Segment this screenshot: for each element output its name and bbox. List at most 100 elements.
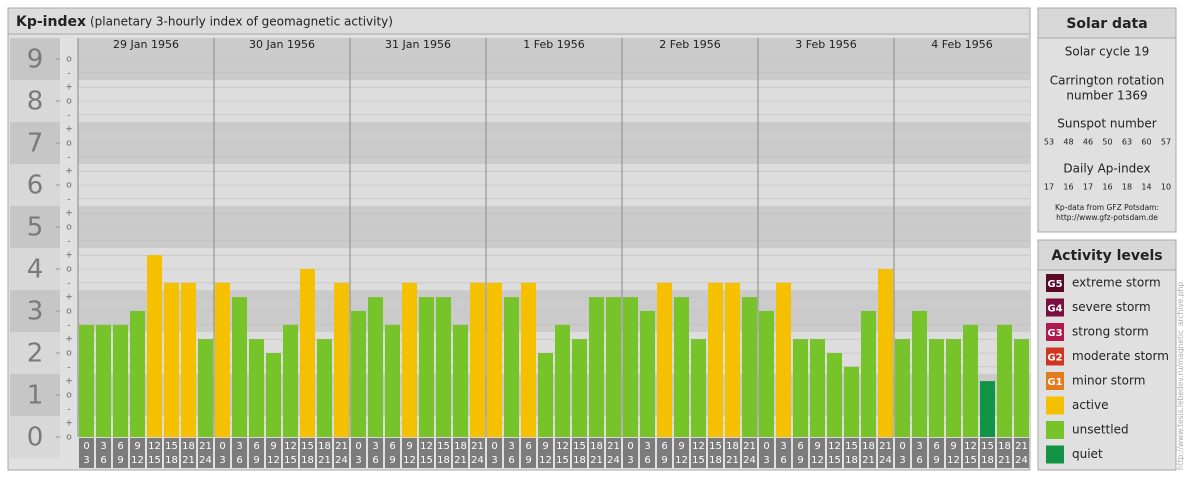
minor-tick-label: + [65, 335, 73, 345]
hour-cell [946, 438, 961, 468]
hour-cell [215, 438, 230, 468]
hour-label: 6 [661, 441, 667, 452]
bar [113, 324, 128, 437]
ap-value: 16 [1102, 183, 1112, 192]
hour-label: 18 [318, 441, 331, 452]
bar [453, 324, 468, 437]
sunspot-value: 57 [1161, 138, 1171, 147]
hour-label: 12 [148, 441, 161, 452]
hour-label: 0 [83, 441, 89, 452]
legend-swatch [1046, 445, 1064, 464]
y-label-box [10, 374, 60, 416]
hour-cell [368, 438, 383, 468]
hour-label: 3 [763, 455, 769, 466]
hour-label: 24 [607, 455, 620, 466]
hour-cell [589, 438, 604, 468]
hour-label: 18 [165, 455, 178, 466]
bar [793, 339, 808, 437]
hour-label: 12 [420, 441, 433, 452]
hour-label: 15 [845, 441, 858, 452]
y-label-box [10, 248, 60, 290]
panel-header [1037, 7, 1177, 39]
minor-tick-label: + [65, 377, 73, 387]
minor-tick-label: - [67, 152, 70, 162]
hour-label: 21 [862, 455, 875, 466]
hour-cell [130, 438, 145, 468]
bar [844, 366, 859, 437]
hour-cell [708, 438, 723, 468]
hour-label: 15 [556, 455, 569, 466]
legend-label: quiet [1072, 447, 1103, 461]
panel-title: Solar data [1066, 16, 1147, 32]
minor-tick-label: o [66, 265, 72, 275]
bar [776, 282, 791, 437]
hour-label: 6 [253, 441, 259, 452]
hour-cell [487, 438, 502, 468]
hour-cell [1014, 438, 1029, 468]
minor-tick-label: + [65, 293, 73, 303]
minor-tick-label: + [65, 167, 73, 177]
hour-label: 18 [709, 455, 722, 466]
bar [283, 324, 298, 437]
bar [232, 297, 247, 437]
carrington: Carrington rotation [1050, 74, 1164, 88]
hour-label: 3 [508, 441, 514, 452]
hour-cell [776, 438, 791, 468]
hour-label: 21 [471, 441, 484, 452]
hour-label: 15 [709, 441, 722, 452]
y-tick-label: 2 [27, 339, 44, 369]
hour-cell [351, 438, 366, 468]
panel-header [1037, 239, 1177, 271]
bar [827, 353, 842, 437]
hour-label: 3 [355, 455, 361, 466]
hour-label: 0 [899, 441, 905, 452]
ap-value: 17 [1044, 183, 1054, 192]
y-tick-label: 6 [27, 171, 44, 201]
hour-label: 15 [165, 441, 178, 452]
bar [963, 324, 978, 437]
hour-label: 0 [491, 441, 497, 452]
hour-label: 18 [998, 441, 1011, 452]
legend-swatch [1046, 298, 1064, 317]
hour-cell [861, 438, 876, 468]
day-label: 2 Feb 1956 [659, 38, 720, 51]
ap-value: 18 [1122, 183, 1132, 192]
header-bar [7, 7, 1031, 35]
hour-label: 18 [437, 455, 450, 466]
hour-label: 6 [117, 441, 123, 452]
y-label-box [10, 332, 60, 374]
day-label: 30 Jan 1956 [249, 38, 315, 51]
hour-label: 12 [556, 441, 569, 452]
hour-label: 9 [117, 455, 123, 466]
hour-label: 6 [780, 455, 786, 466]
legend-badge: G2 [1047, 353, 1062, 364]
hour-label: 12 [811, 455, 824, 466]
hour-label: 9 [678, 441, 684, 452]
bar [351, 311, 366, 437]
hour-cell [742, 438, 757, 468]
hour-label: 12 [947, 455, 960, 466]
minor-tick-label: - [67, 320, 70, 330]
y-label-box [10, 206, 60, 248]
legend-swatch [1046, 372, 1064, 390]
hour-label: 18 [845, 455, 858, 466]
bar [861, 311, 876, 437]
hour-cell [691, 438, 706, 468]
hour-label: 18 [573, 455, 586, 466]
ap-value: 16 [1063, 183, 1073, 192]
hour-label: 18 [182, 441, 195, 452]
hour-label: 24 [471, 455, 484, 466]
bar [300, 269, 315, 437]
hour-label: 9 [134, 441, 140, 452]
hour-cell [436, 438, 451, 468]
hour-label: 3 [83, 455, 89, 466]
y-tick-label: 4 [27, 255, 44, 285]
hour-cell [963, 438, 978, 468]
hour-cell [470, 438, 485, 468]
legend-swatch [1046, 396, 1064, 415]
hour-label: 15 [437, 441, 450, 452]
hour-cell [572, 438, 587, 468]
bar [79, 324, 94, 437]
bar [691, 339, 706, 437]
